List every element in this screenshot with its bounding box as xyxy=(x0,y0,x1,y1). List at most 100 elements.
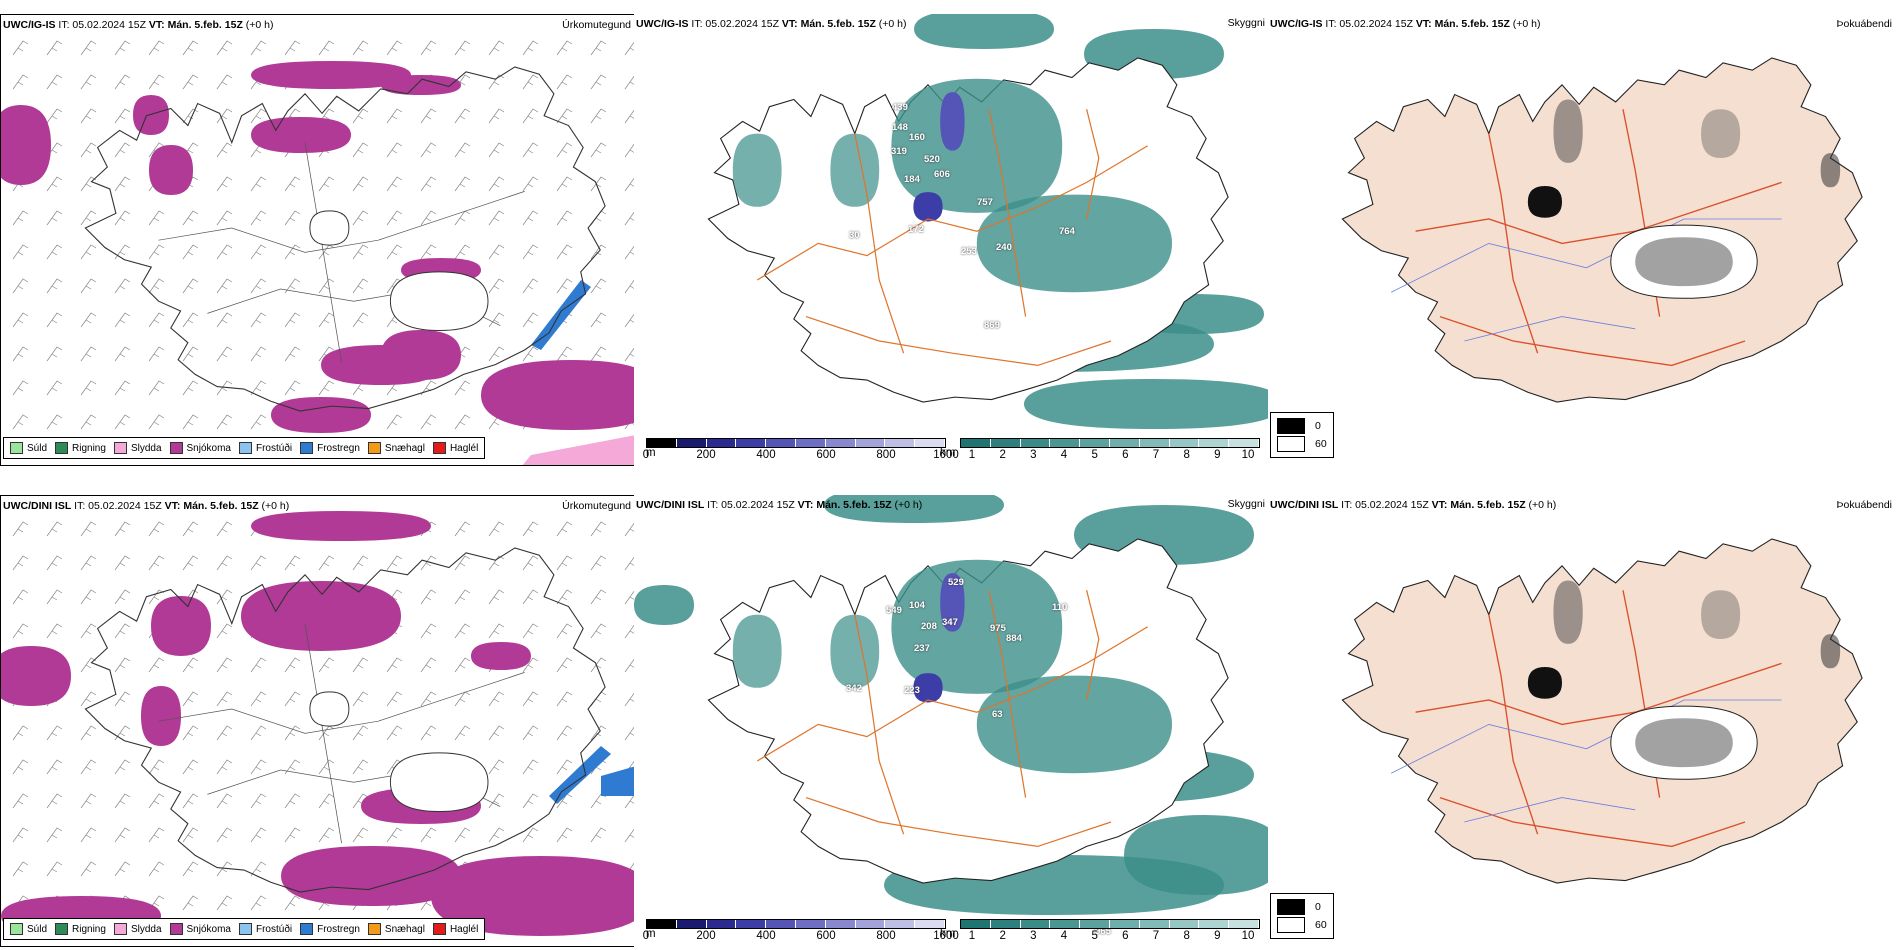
ceiling-unit: m xyxy=(646,928,656,940)
wind-barb xyxy=(80,691,97,707)
precip-legend-item: Slydda xyxy=(113,923,162,935)
wind-barb xyxy=(148,210,165,226)
wind-barb xyxy=(522,725,539,741)
colorbar-swatch xyxy=(1199,920,1230,928)
ceiling-tick-label: 800 xyxy=(876,449,896,461)
wind-barb xyxy=(284,793,301,809)
wind-barb xyxy=(420,414,437,430)
wind-barb xyxy=(80,414,97,430)
legend-label: Rigning xyxy=(72,923,106,935)
snow-area xyxy=(1,105,51,185)
ceiling-colorbar-ticks: 0 200 400 600 800 1000 xyxy=(643,448,959,462)
wind-barb xyxy=(420,555,437,571)
precip-legend-item: Haglél xyxy=(432,923,478,935)
wind-barb xyxy=(624,41,634,56)
snow-area xyxy=(431,856,634,936)
wind-barb xyxy=(488,793,505,809)
legend-label: Frostúði xyxy=(255,923,293,935)
wind-barb xyxy=(80,521,97,537)
colorbar-swatch xyxy=(1080,439,1110,447)
panel-title: Skyggni xyxy=(1227,498,1265,510)
colorbar-swatch xyxy=(647,439,677,447)
wind-barb xyxy=(114,40,131,56)
wind-barb xyxy=(216,312,233,328)
wind-barb xyxy=(284,176,301,192)
wind-barb xyxy=(624,109,634,124)
snow-area xyxy=(481,360,634,430)
panel-title: Skyggni xyxy=(1227,17,1265,29)
precip-legend-item: Haglél xyxy=(432,442,478,454)
ceiling-tick-label: 1000 xyxy=(933,930,959,942)
sleet-area xyxy=(522,435,634,465)
wind-barb xyxy=(46,759,63,775)
wind-barb xyxy=(522,759,539,775)
wind-barb xyxy=(284,346,301,362)
wind-barb xyxy=(148,74,165,90)
wind-barb xyxy=(12,74,29,90)
wind-barb xyxy=(80,278,97,294)
wind-barb xyxy=(590,793,607,809)
wind-barb xyxy=(590,691,607,707)
ceiling-value-label: 240 xyxy=(996,242,1012,253)
visibility-tick-label: 7 xyxy=(1152,449,1160,461)
wind-barb xyxy=(12,623,29,639)
ceiling-value-label: 172 xyxy=(908,224,924,235)
wind-barb xyxy=(80,623,97,639)
wind-barb xyxy=(250,380,267,396)
wind-barb xyxy=(420,210,437,226)
wind-barb xyxy=(250,278,267,294)
precip-legend-item: Snjókoma xyxy=(169,923,231,935)
wind-barb xyxy=(12,555,29,571)
wind-barb xyxy=(454,210,471,226)
snow-area xyxy=(251,511,431,541)
fog-area xyxy=(1635,718,1733,768)
visibility-panel-row2: UWC/DINI ISL IT: 05.02.2024 15Z VT: Mán.… xyxy=(634,495,1268,947)
precip-legend-item: Frostregn xyxy=(300,923,360,935)
fog-map xyxy=(1341,538,1863,884)
wind-barb xyxy=(454,521,471,537)
wind-barb xyxy=(590,725,607,741)
legend-label: Snæhagl xyxy=(384,923,425,935)
wind-barb xyxy=(624,624,634,639)
snow-area xyxy=(471,642,531,670)
panel-header: UWC/DINI ISL IT: 05.02.2024 15Z VT: Mán.… xyxy=(3,500,290,512)
fog-area xyxy=(1527,186,1562,218)
glacier xyxy=(309,691,350,727)
wind-barb xyxy=(420,108,437,124)
legend-swatch xyxy=(1277,436,1305,452)
wind-barb xyxy=(624,726,634,741)
wind-barb xyxy=(352,210,369,226)
wind-barb xyxy=(352,108,369,124)
ceiling-tick-label: 600 xyxy=(816,930,836,942)
low-visibility-area xyxy=(824,495,1004,523)
wind-barb xyxy=(352,278,369,294)
legend-swatch xyxy=(55,442,69,454)
visibility-tick-label: 1 xyxy=(968,930,976,942)
wind-barb xyxy=(522,521,539,537)
colorbar-swatch xyxy=(736,439,767,447)
panel-header: UWC/DINI ISL IT: 05.02.2024 15Z VT: Mán.… xyxy=(1270,499,1557,511)
wind-barb xyxy=(420,176,437,192)
precip-map xyxy=(1,40,634,465)
wind-barb xyxy=(114,793,131,809)
precip-legend-item: Snjókoma xyxy=(169,442,231,454)
colorbar-swatch xyxy=(1020,439,1051,447)
visibility-tick-label: 10 xyxy=(1241,449,1255,461)
visibility-panel-row1: UWC/IG-IS IT: 05.02.2024 15Z VT: Mán. 5.… xyxy=(634,14,1268,466)
wind-barb xyxy=(12,414,29,430)
wind-barb xyxy=(46,589,63,605)
wind-barb xyxy=(488,725,505,741)
ceiling-value-label: 223 xyxy=(904,685,920,696)
wind-barb xyxy=(522,176,539,192)
wind-barb xyxy=(352,40,369,56)
wind-barb xyxy=(386,555,403,571)
snow-area xyxy=(241,581,401,651)
island-outline xyxy=(1341,57,1863,403)
ceiling-tick-label: 400 xyxy=(756,449,776,461)
wind-barb xyxy=(114,555,131,571)
legend-swatch xyxy=(1277,418,1305,434)
wind-barb xyxy=(386,657,403,673)
panel-title: Úrkomutegund xyxy=(562,500,631,512)
wind-barb xyxy=(46,244,63,260)
wind-barb xyxy=(522,210,539,226)
